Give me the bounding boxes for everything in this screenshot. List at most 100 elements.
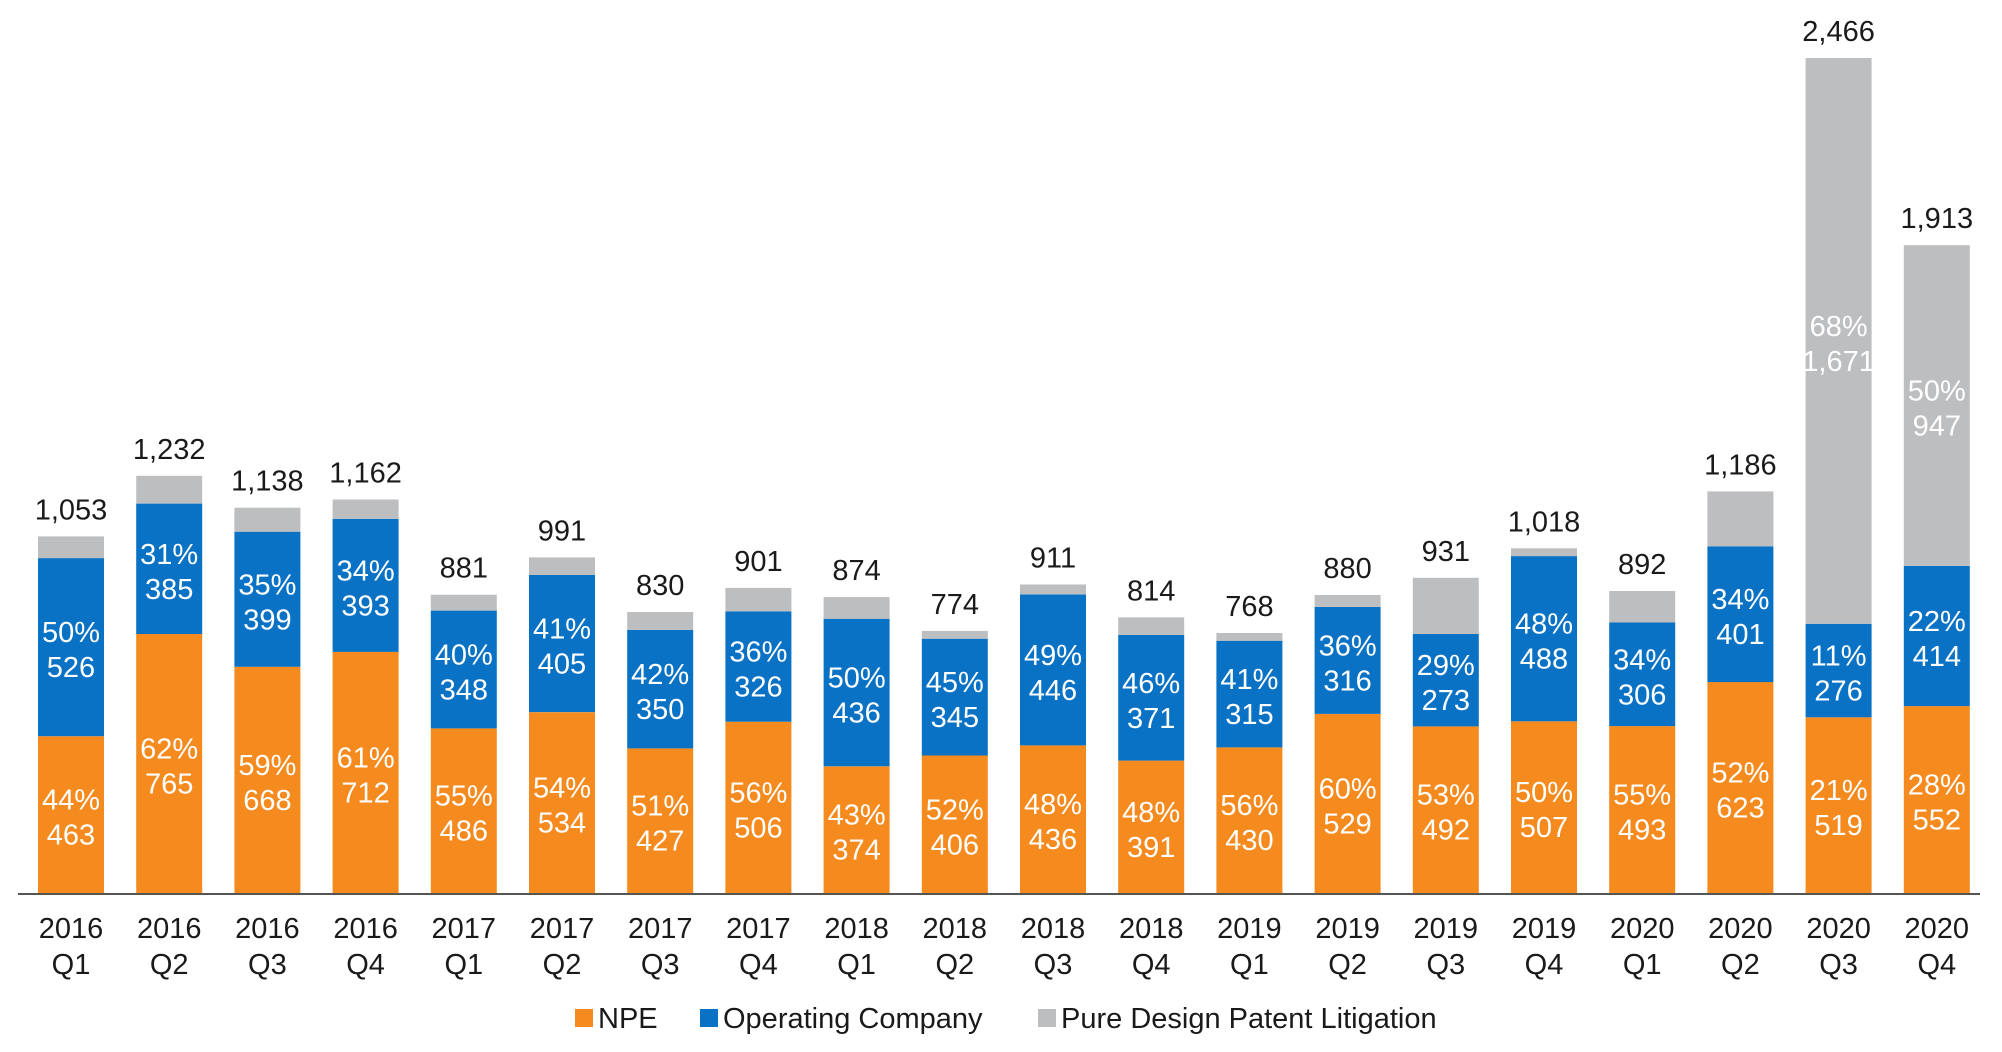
value-label-npe-11: 436: [1029, 824, 1077, 856]
percent-label-npe-16: 50%: [1515, 777, 1573, 809]
total-label-2: 1,232: [133, 434, 206, 466]
bar-pure-design-7: [627, 612, 693, 630]
value-label-operating-company-16: 488: [1520, 644, 1568, 676]
value-label-operating-company-18: 401: [1716, 619, 1764, 651]
percent-label-operating-company-14: 36%: [1319, 630, 1377, 662]
bar-pure-design-11: [1020, 585, 1086, 595]
percent-label-operating-company-3: 35%: [238, 569, 296, 601]
percent-label-operating-company-6: 41%: [533, 614, 591, 646]
total-label-5: 881: [440, 553, 488, 585]
percent-label-npe-9: 43%: [828, 800, 886, 832]
tick-label-quarter-7: Q3: [641, 949, 680, 981]
tick-label-year-4: 2016: [333, 913, 398, 945]
value-label-npe-16: 507: [1520, 812, 1568, 844]
bar-pure-design-15: [1413, 578, 1479, 634]
tick-label-quarter-5: Q1: [444, 949, 483, 981]
bar-pure-design-4: [333, 500, 399, 519]
tick-label-quarter-18: Q2: [1721, 949, 1760, 981]
value-label-operating-company-15: 273: [1422, 685, 1470, 717]
total-label-8: 901: [734, 546, 782, 578]
tick-label-year-2: 2016: [137, 913, 202, 945]
total-label-18: 1,186: [1704, 449, 1777, 481]
bar-pure-design-18: [1707, 491, 1773, 546]
value-label-pure-design-20: 947: [1913, 411, 1961, 443]
tick-label-year-10: 2018: [923, 913, 988, 945]
x-axis-tick-labels: 2016Q12016Q22016Q32016Q42017Q12017Q22017…: [39, 913, 1969, 981]
value-label-operating-company-17: 306: [1618, 679, 1666, 711]
total-label-3: 1,138: [231, 466, 304, 498]
percent-label-npe-19: 21%: [1810, 775, 1868, 807]
tick-label-year-7: 2017: [628, 913, 693, 945]
tick-label-quarter-17: Q1: [1623, 949, 1662, 981]
total-label-12: 814: [1127, 575, 1175, 607]
tick-label-year-17: 2020: [1610, 913, 1675, 945]
tick-label-quarter-13: Q1: [1230, 949, 1269, 981]
tick-label-quarter-10: Q2: [935, 949, 974, 981]
tick-label-quarter-16: Q4: [1525, 949, 1564, 981]
percent-label-npe-10: 52%: [926, 794, 984, 826]
percent-label-operating-company-2: 31%: [140, 539, 198, 571]
total-label-17: 892: [1618, 549, 1666, 581]
bar-pure-design-12: [1118, 617, 1184, 635]
percent-label-operating-company-4: 34%: [337, 555, 395, 587]
percent-label-npe-3: 59%: [238, 750, 296, 782]
value-label-operating-company-3: 399: [243, 604, 291, 636]
tick-label-quarter-2: Q2: [150, 949, 189, 981]
percent-label-operating-company-7: 42%: [631, 659, 689, 691]
tick-label-year-11: 2018: [1021, 913, 1086, 945]
total-label-13: 768: [1225, 591, 1273, 623]
bar-pure-design-6: [529, 557, 595, 575]
tick-label-quarter-1: Q1: [52, 949, 91, 981]
value-label-operating-company-20: 414: [1913, 641, 1961, 673]
percent-label-npe-2: 62%: [140, 734, 198, 766]
percent-label-npe-11: 48%: [1024, 789, 1082, 821]
value-label-operating-company-2: 385: [145, 574, 193, 606]
value-label-npe-8: 506: [734, 812, 782, 844]
percent-label-npe-13: 56%: [1220, 790, 1278, 822]
percent-label-npe-15: 53%: [1417, 780, 1475, 812]
tick-label-year-5: 2017: [432, 913, 497, 945]
percent-label-operating-company-10: 45%: [926, 667, 984, 699]
tick-label-year-1: 2016: [39, 913, 104, 945]
value-label-npe-5: 486: [440, 816, 488, 848]
total-label-16: 1,018: [1508, 506, 1581, 538]
percent-label-operating-company-5: 40%: [435, 640, 493, 672]
bar-pure-design-8: [725, 588, 791, 611]
percent-label-npe-14: 60%: [1319, 773, 1377, 805]
value-label-operating-company-11: 446: [1029, 675, 1077, 707]
total-label-15: 931: [1422, 536, 1470, 568]
percent-label-pure-design-20: 50%: [1908, 376, 1966, 408]
value-label-npe-10: 406: [931, 829, 979, 861]
legend-label-npe: NPE: [598, 1003, 658, 1035]
total-label-20: 1,913: [1901, 203, 1974, 235]
percent-label-npe-7: 51%: [631, 791, 689, 823]
percent-label-npe-6: 54%: [533, 773, 591, 805]
total-label-19: 2,466: [1802, 16, 1875, 48]
tick-label-quarter-14: Q2: [1328, 949, 1367, 981]
percent-label-operating-company-9: 50%: [828, 663, 886, 695]
total-label-4: 1,162: [329, 458, 402, 490]
stacked-bar-chart: 44%46350%5261,05362%76531%3851,23259%668…: [0, 0, 2002, 1052]
percent-label-npe-8: 56%: [729, 777, 787, 809]
value-label-operating-company-13: 315: [1225, 699, 1273, 731]
total-label-10: 774: [931, 589, 979, 621]
percent-label-operating-company-13: 41%: [1220, 664, 1278, 696]
total-label-7: 830: [636, 570, 684, 602]
value-label-pure-design-19: 1,671: [1802, 346, 1875, 378]
bar-pure-design-16: [1511, 548, 1577, 556]
percent-label-npe-4: 61%: [337, 743, 395, 775]
tick-label-quarter-3: Q3: [248, 949, 287, 981]
value-label-npe-2: 765: [145, 769, 193, 801]
value-label-npe-4: 712: [341, 778, 389, 810]
legend-swatch-operating-company: [700, 1009, 718, 1027]
bar-pure-design-10: [922, 631, 988, 639]
total-label-14: 880: [1323, 553, 1371, 585]
value-label-npe-13: 430: [1225, 825, 1273, 857]
value-label-operating-company-4: 393: [341, 590, 389, 622]
tick-label-quarter-11: Q3: [1034, 949, 1073, 981]
percent-label-npe-5: 55%: [435, 781, 493, 813]
legend-label-pure-design: Pure Design Patent Litigation: [1061, 1003, 1437, 1035]
value-label-operating-company-19: 276: [1814, 676, 1862, 708]
value-label-operating-company-6: 405: [538, 649, 586, 681]
tick-label-quarter-15: Q3: [1426, 949, 1465, 981]
